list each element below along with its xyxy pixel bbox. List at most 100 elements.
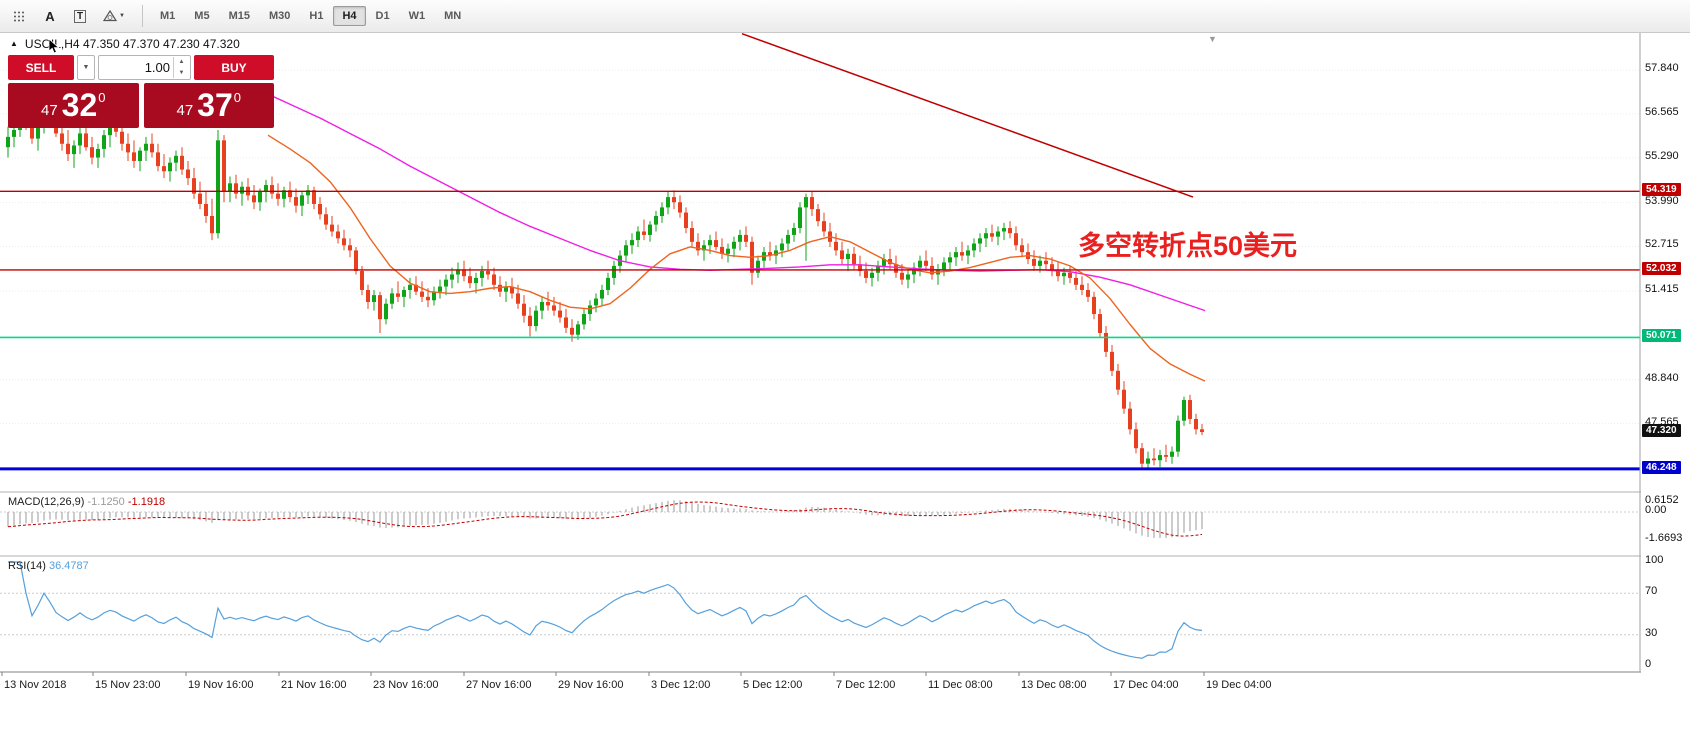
- candle-body: [678, 202, 682, 213]
- candle-body: [420, 291, 424, 297]
- timeframe-button-m15[interactable]: M15: [228, 10, 250, 22]
- candle-body: [192, 178, 196, 194]
- candle-body: [552, 305, 556, 311]
- candle-body: [522, 303, 526, 316]
- volume-dropdown-button[interactable]: ▼: [77, 55, 95, 80]
- candle-body: [228, 183, 232, 192]
- stepper-up-icon[interactable]: ▲: [178, 59, 185, 66]
- candle-body: [264, 185, 268, 192]
- chart-annotation-text: 多空转折点50美元: [1078, 231, 1298, 261]
- candle-body: [102, 135, 106, 149]
- candle-body: [12, 130, 16, 137]
- candle-body: [810, 197, 814, 210]
- candle-body: [456, 269, 460, 275]
- candle-body: [822, 221, 826, 232]
- candle-body: [120, 131, 124, 144]
- shapes-tool-button[interactable]: ▼: [96, 3, 132, 29]
- candle-body: [1200, 429, 1204, 433]
- candle-body: [918, 260, 922, 268]
- timeframe-button-d1[interactable]: D1: [375, 10, 390, 22]
- candle-body: [960, 252, 964, 256]
- candle-body: [1140, 448, 1144, 464]
- timeframe-button-m5[interactable]: M5: [194, 10, 210, 22]
- candle-body: [372, 295, 376, 303]
- candle-body: [774, 250, 778, 256]
- price-axis[interactable]: 57.840 56.565 55.290 53.990 52.715 51.415 48.8…: [1641, 33, 1690, 751]
- timeframe-button-h4[interactable]: H4: [333, 6, 366, 26]
- candle-body: [150, 143, 154, 153]
- candle-body: [690, 228, 694, 242]
- candle-body: [360, 271, 364, 290]
- candle-body: [756, 260, 760, 273]
- time-axis-label: 19 Nov 16:00: [188, 679, 254, 691]
- candle-body: [882, 259, 886, 266]
- timeframe-button-h1[interactable]: H1: [309, 10, 324, 22]
- candle-body: [210, 216, 214, 234]
- text-label-tool-button[interactable]: A: [36, 3, 64, 29]
- timeframe-button-w1[interactable]: W1: [408, 10, 426, 22]
- toolbar-separator: [142, 5, 143, 27]
- time-axis-label: 5 Dec 12:00: [743, 679, 803, 691]
- buy-button[interactable]: BUY: [194, 55, 274, 80]
- candle-body: [186, 169, 190, 179]
- candle-body: [114, 126, 118, 132]
- candle-body: [570, 327, 574, 335]
- candle-body: [708, 240, 712, 246]
- candle-body: [834, 241, 838, 251]
- candle-body: [888, 259, 892, 265]
- time-axis-label: 13 Nov 2018: [4, 679, 67, 691]
- timeframe-button-m1[interactable]: M1: [160, 10, 176, 22]
- bid-quote: 47 32 0: [8, 83, 139, 128]
- candle-body: [282, 190, 286, 199]
- candle-body: [366, 289, 370, 303]
- timeframe-button-mn[interactable]: MN: [444, 10, 462, 22]
- candle-body: [1158, 455, 1162, 461]
- time-axis[interactable]: 13 Nov 2018 15 Nov 23:00 19 Nov 16:00 21 No…: [0, 673, 1640, 699]
- time-axis-label: 29 Nov 16:00: [558, 679, 624, 691]
- candle-body: [468, 276, 472, 284]
- text-box-tool-button[interactable]: T: [66, 3, 94, 29]
- ask-big-digits: 37: [197, 87, 233, 124]
- candle-body: [474, 277, 478, 284]
- candle-body: [1062, 272, 1066, 277]
- ma-slow-line: [259, 89, 1206, 312]
- candle-body: [966, 250, 970, 256]
- price-axis-label: 56.565: [1645, 106, 1679, 118]
- candle-body: [480, 271, 484, 278]
- timeframe-button-m30[interactable]: M30: [268, 10, 291, 22]
- candle-body: [672, 197, 676, 203]
- candle-body: [942, 262, 946, 270]
- price-level-tag: 52.032: [1642, 261, 1681, 275]
- candle-body: [864, 271, 868, 278]
- one-click-collapse-icon[interactable]: ▲: [10, 39, 18, 48]
- candle-body: [402, 289, 406, 297]
- candle-body: [318, 203, 322, 215]
- candle-body: [630, 240, 634, 246]
- candle-body: [1104, 332, 1108, 352]
- bid-prefix: 47: [40, 102, 58, 119]
- stepper-down-icon[interactable]: ▼: [178, 69, 185, 76]
- candle-body: [348, 245, 352, 251]
- time-axis-label: 13 Dec 08:00: [1021, 679, 1087, 691]
- volume-stepper[interactable]: ▲ ▼: [173, 57, 189, 78]
- candle-body: [726, 248, 730, 254]
- bid-sup-digit: 0: [98, 90, 106, 105]
- candle-body: [444, 279, 448, 287]
- candle-body: [642, 231, 646, 235]
- candle-body: [1074, 277, 1078, 285]
- pattern-tool-button[interactable]: [6, 3, 34, 29]
- candle-body: [906, 274, 910, 280]
- candle-body: [168, 162, 172, 172]
- price-axis-label: 53.990: [1645, 194, 1679, 207]
- candle-body: [744, 234, 748, 242]
- candle-body: [1194, 418, 1198, 430]
- sell-button[interactable]: SELL: [8, 55, 74, 80]
- candle-body: [714, 240, 718, 247]
- volume-input[interactable]: [99, 56, 190, 79]
- candle-body: [390, 293, 394, 304]
- candle-body: [798, 207, 802, 229]
- candle-body: [858, 264, 862, 272]
- candle-body: [954, 252, 958, 258]
- candle-body: [900, 272, 904, 280]
